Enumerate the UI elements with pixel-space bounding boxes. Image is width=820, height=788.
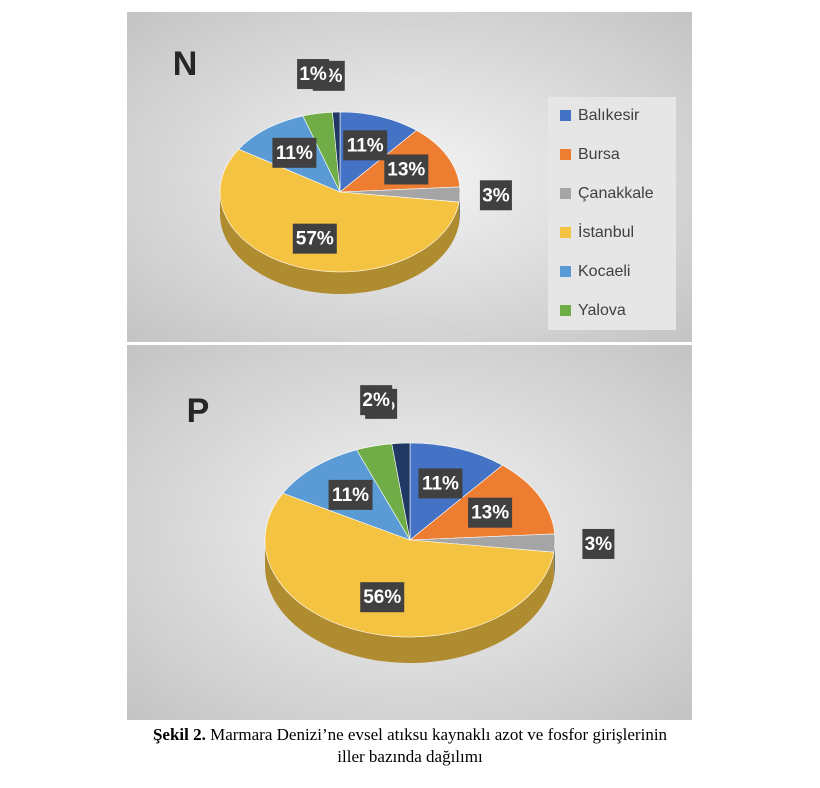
legend-swatch	[560, 149, 571, 160]
data-label: 56%	[363, 587, 401, 608]
label-box	[384, 154, 429, 185]
legend-swatch	[560, 305, 571, 316]
figure: N11%13%3%57%11%4%1%BalıkesirBursaÇanakka…	[127, 12, 692, 720]
legend-label: Yalova	[578, 302, 626, 319]
slice-side	[553, 540, 555, 579]
data-label: 11%	[347, 135, 384, 156]
data-label: 3%	[482, 185, 510, 206]
slice	[264, 492, 555, 638]
label-box	[360, 582, 405, 613]
slice	[219, 148, 460, 273]
data-label: 3%	[585, 534, 613, 555]
label-box	[360, 385, 393, 416]
slice-side	[265, 540, 554, 664]
caption: Şekil 2. Marmara Denizi’ne evsel atıksu …	[150, 724, 670, 768]
data-label: 13%	[387, 159, 425, 180]
data-label: 11%	[276, 143, 313, 164]
legend-swatch	[560, 110, 571, 121]
slice-side	[459, 192, 460, 225]
label-box	[272, 137, 317, 168]
legend-label: İstanbul	[578, 222, 634, 241]
label-box	[479, 180, 512, 211]
data-label: 13%	[471, 503, 509, 524]
caption-label: Şekil 2.	[152, 725, 206, 744]
data-label: 57%	[296, 229, 334, 250]
label-box	[418, 468, 463, 499]
label-box	[328, 479, 373, 510]
legend-label: Kocaeli	[578, 263, 630, 280]
data-label: 11%	[422, 473, 459, 494]
label-box	[292, 223, 337, 254]
label-box	[343, 130, 388, 161]
caption-text: Marmara Denizi’ne evsel atıksu kaynaklı …	[210, 725, 668, 766]
slice	[332, 111, 341, 193]
legend-label: Balıkesir	[578, 107, 640, 124]
legend-swatch	[560, 227, 571, 238]
data-label: 1%	[299, 64, 327, 85]
label-box	[468, 497, 513, 528]
chart-title: P	[187, 392, 210, 430]
chart-title: N	[173, 45, 198, 83]
legend-label: Bursa	[578, 146, 620, 163]
legend	[548, 97, 676, 330]
data-label: 11%	[332, 485, 369, 506]
label-box	[582, 528, 615, 559]
label-box	[297, 59, 330, 90]
data-label: 2%	[362, 390, 390, 411]
legend-swatch	[560, 266, 571, 277]
slice	[391, 442, 411, 541]
legend-label: Çanakkale	[578, 185, 654, 202]
slice-side	[220, 192, 460, 295]
legend-swatch	[560, 188, 571, 199]
